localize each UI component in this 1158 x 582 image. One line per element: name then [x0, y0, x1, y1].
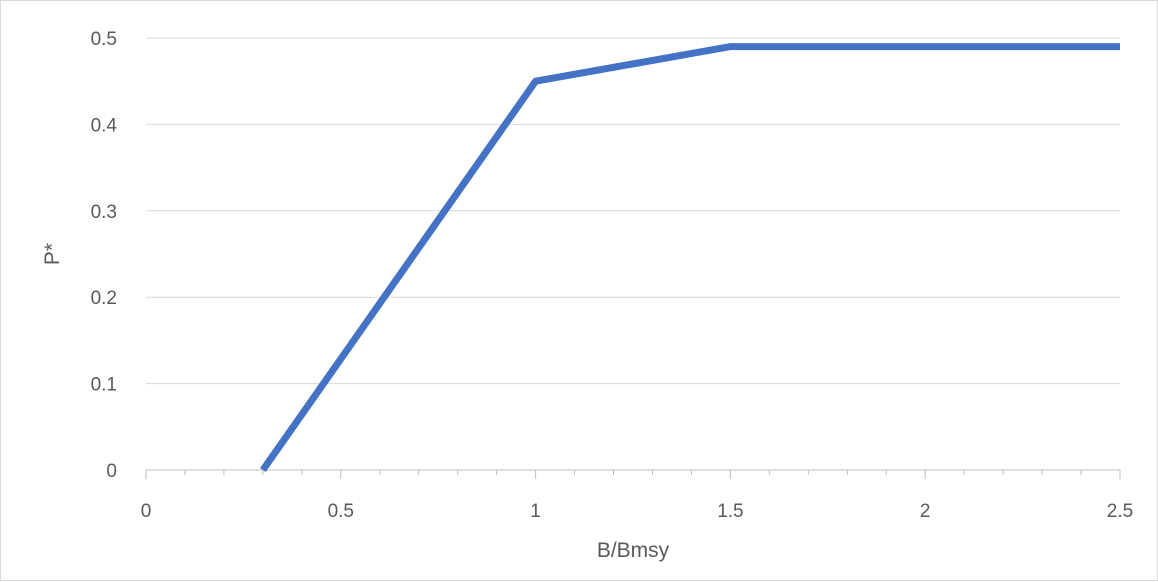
x-tick-label: 0.5: [328, 501, 354, 522]
y-tick-label: 0.2: [91, 288, 117, 309]
x-tick-label: 1: [530, 501, 541, 522]
series-layer: [260, 43, 1120, 473]
y-tick-label: 0.1: [91, 375, 117, 396]
y-tick-label: 0.5: [91, 29, 117, 50]
x-tick-label: 0: [141, 501, 152, 522]
x-axis: [145, 469, 1121, 479]
gridlines: [146, 37, 1120, 385]
x-tick-label: 2.5: [1107, 501, 1133, 522]
y-tick-label: 0.3: [91, 202, 117, 223]
x-tick-label: 2: [920, 501, 931, 522]
y-tick-label: 0.4: [91, 115, 118, 136]
x-tick-label: 1.5: [717, 501, 743, 522]
y-tick-label: 0: [106, 461, 117, 482]
y-tick-labels: 0 0.1 0.2 0.3 0.4 0.5: [91, 29, 118, 482]
series-line: [260, 43, 1120, 473]
y-axis-title: P*: [41, 243, 64, 265]
x-tick-labels: 0 0.5 1 1.5 2 2.5: [141, 501, 1134, 522]
x-axis-title: B/Bmsy: [597, 539, 670, 562]
